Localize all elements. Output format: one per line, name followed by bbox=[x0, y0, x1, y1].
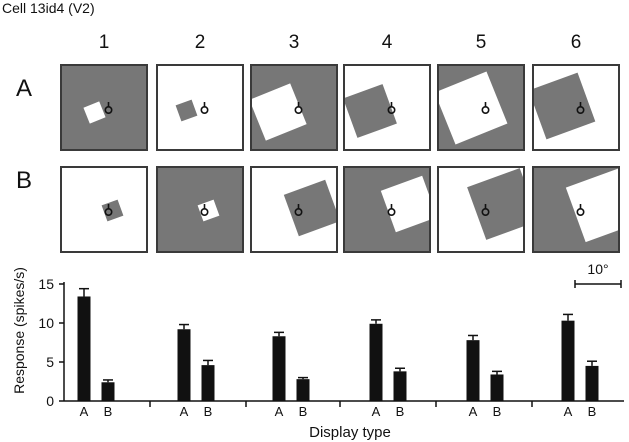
stimulus-square bbox=[439, 71, 508, 145]
x-category-label: A bbox=[180, 404, 189, 419]
fixation-point-icon bbox=[200, 203, 209, 216]
stimulus-tile-b1 bbox=[60, 166, 148, 253]
x-category-label: B bbox=[396, 404, 405, 419]
bar-a-6 bbox=[561, 320, 575, 401]
x-category-label: B bbox=[299, 404, 308, 419]
bar-b-5 bbox=[490, 374, 504, 401]
bar-a-2 bbox=[177, 329, 191, 401]
figure-title: Cell 13id4 (V2) bbox=[2, 0, 95, 16]
stimulus-tile-a2 bbox=[156, 64, 244, 151]
fixation-point-icon bbox=[104, 203, 113, 216]
stimulus-tile-b6 bbox=[532, 166, 620, 253]
x-category-label: B bbox=[104, 404, 113, 419]
bar-b-6 bbox=[585, 365, 599, 401]
stimulus-square bbox=[467, 168, 523, 240]
x-category-label: A bbox=[469, 404, 478, 419]
stimulus-tile-a4 bbox=[343, 64, 431, 151]
row-label-b: B bbox=[16, 167, 33, 194]
fixation-point-icon bbox=[104, 101, 113, 114]
x-axis-label: Display type bbox=[309, 424, 391, 441]
column-number-4: 4 bbox=[381, 32, 393, 53]
bar-b-4 bbox=[393, 371, 407, 401]
x-category-label: A bbox=[80, 404, 89, 419]
bar-b-1 bbox=[101, 382, 115, 401]
fixation-point-icon bbox=[387, 203, 396, 216]
bar-a-4 bbox=[369, 323, 383, 401]
x-category-label: A bbox=[564, 404, 573, 419]
y-tick-label: 5 bbox=[46, 354, 54, 370]
row-label-a: A bbox=[16, 75, 33, 102]
column-number-5: 5 bbox=[475, 32, 487, 53]
column-number-3: 3 bbox=[288, 32, 300, 53]
stimulus-tile-b2 bbox=[156, 166, 244, 253]
x-category-label: B bbox=[204, 404, 213, 419]
column-number-6: 6 bbox=[570, 32, 582, 53]
fixation-point-icon bbox=[294, 203, 303, 216]
x-category-label: B bbox=[588, 404, 597, 419]
y-tick-label: 10 bbox=[38, 315, 54, 331]
stimulus-tile-a5 bbox=[437, 64, 525, 151]
x-category-label: A bbox=[372, 404, 381, 419]
scale-bar-label: 10° bbox=[587, 261, 608, 277]
stimulus-tile-b3 bbox=[250, 166, 338, 253]
bar-a-5 bbox=[466, 340, 480, 401]
column-number-1: 1 bbox=[98, 32, 110, 53]
fixation-point-icon bbox=[387, 101, 396, 114]
fixation-point-icon bbox=[576, 101, 585, 114]
fixation-point-icon bbox=[200, 101, 209, 114]
stimulus-square bbox=[565, 168, 618, 243]
stimulus-square bbox=[83, 101, 106, 124]
bar-b-2 bbox=[201, 365, 215, 401]
stimulus-square bbox=[283, 179, 336, 237]
x-category-label: B bbox=[493, 404, 502, 419]
y-tick-label: 0 bbox=[46, 393, 54, 409]
stimulus-square bbox=[175, 99, 198, 122]
stimulus-square bbox=[534, 72, 596, 140]
stimulus-tile-b5 bbox=[437, 166, 525, 253]
bar-b-3 bbox=[296, 379, 310, 401]
x-category-label: A bbox=[275, 404, 284, 419]
fixation-point-icon bbox=[294, 101, 303, 114]
fixation-point-icon bbox=[481, 203, 490, 216]
stimulus-tile-a3 bbox=[250, 64, 338, 151]
bar-a-3 bbox=[272, 336, 286, 401]
column-number-2: 2 bbox=[194, 32, 206, 53]
stimulus-tile-a6 bbox=[532, 64, 620, 151]
y-axis-label: Response (spikes/s) bbox=[11, 267, 27, 394]
fixation-point-icon bbox=[576, 203, 585, 216]
stimulus-tile-b4 bbox=[343, 166, 431, 253]
bar-a-1 bbox=[77, 296, 91, 401]
stimulus-tile-a1 bbox=[60, 64, 148, 151]
fixation-point-icon bbox=[481, 101, 490, 114]
y-tick-label: 15 bbox=[38, 276, 54, 292]
